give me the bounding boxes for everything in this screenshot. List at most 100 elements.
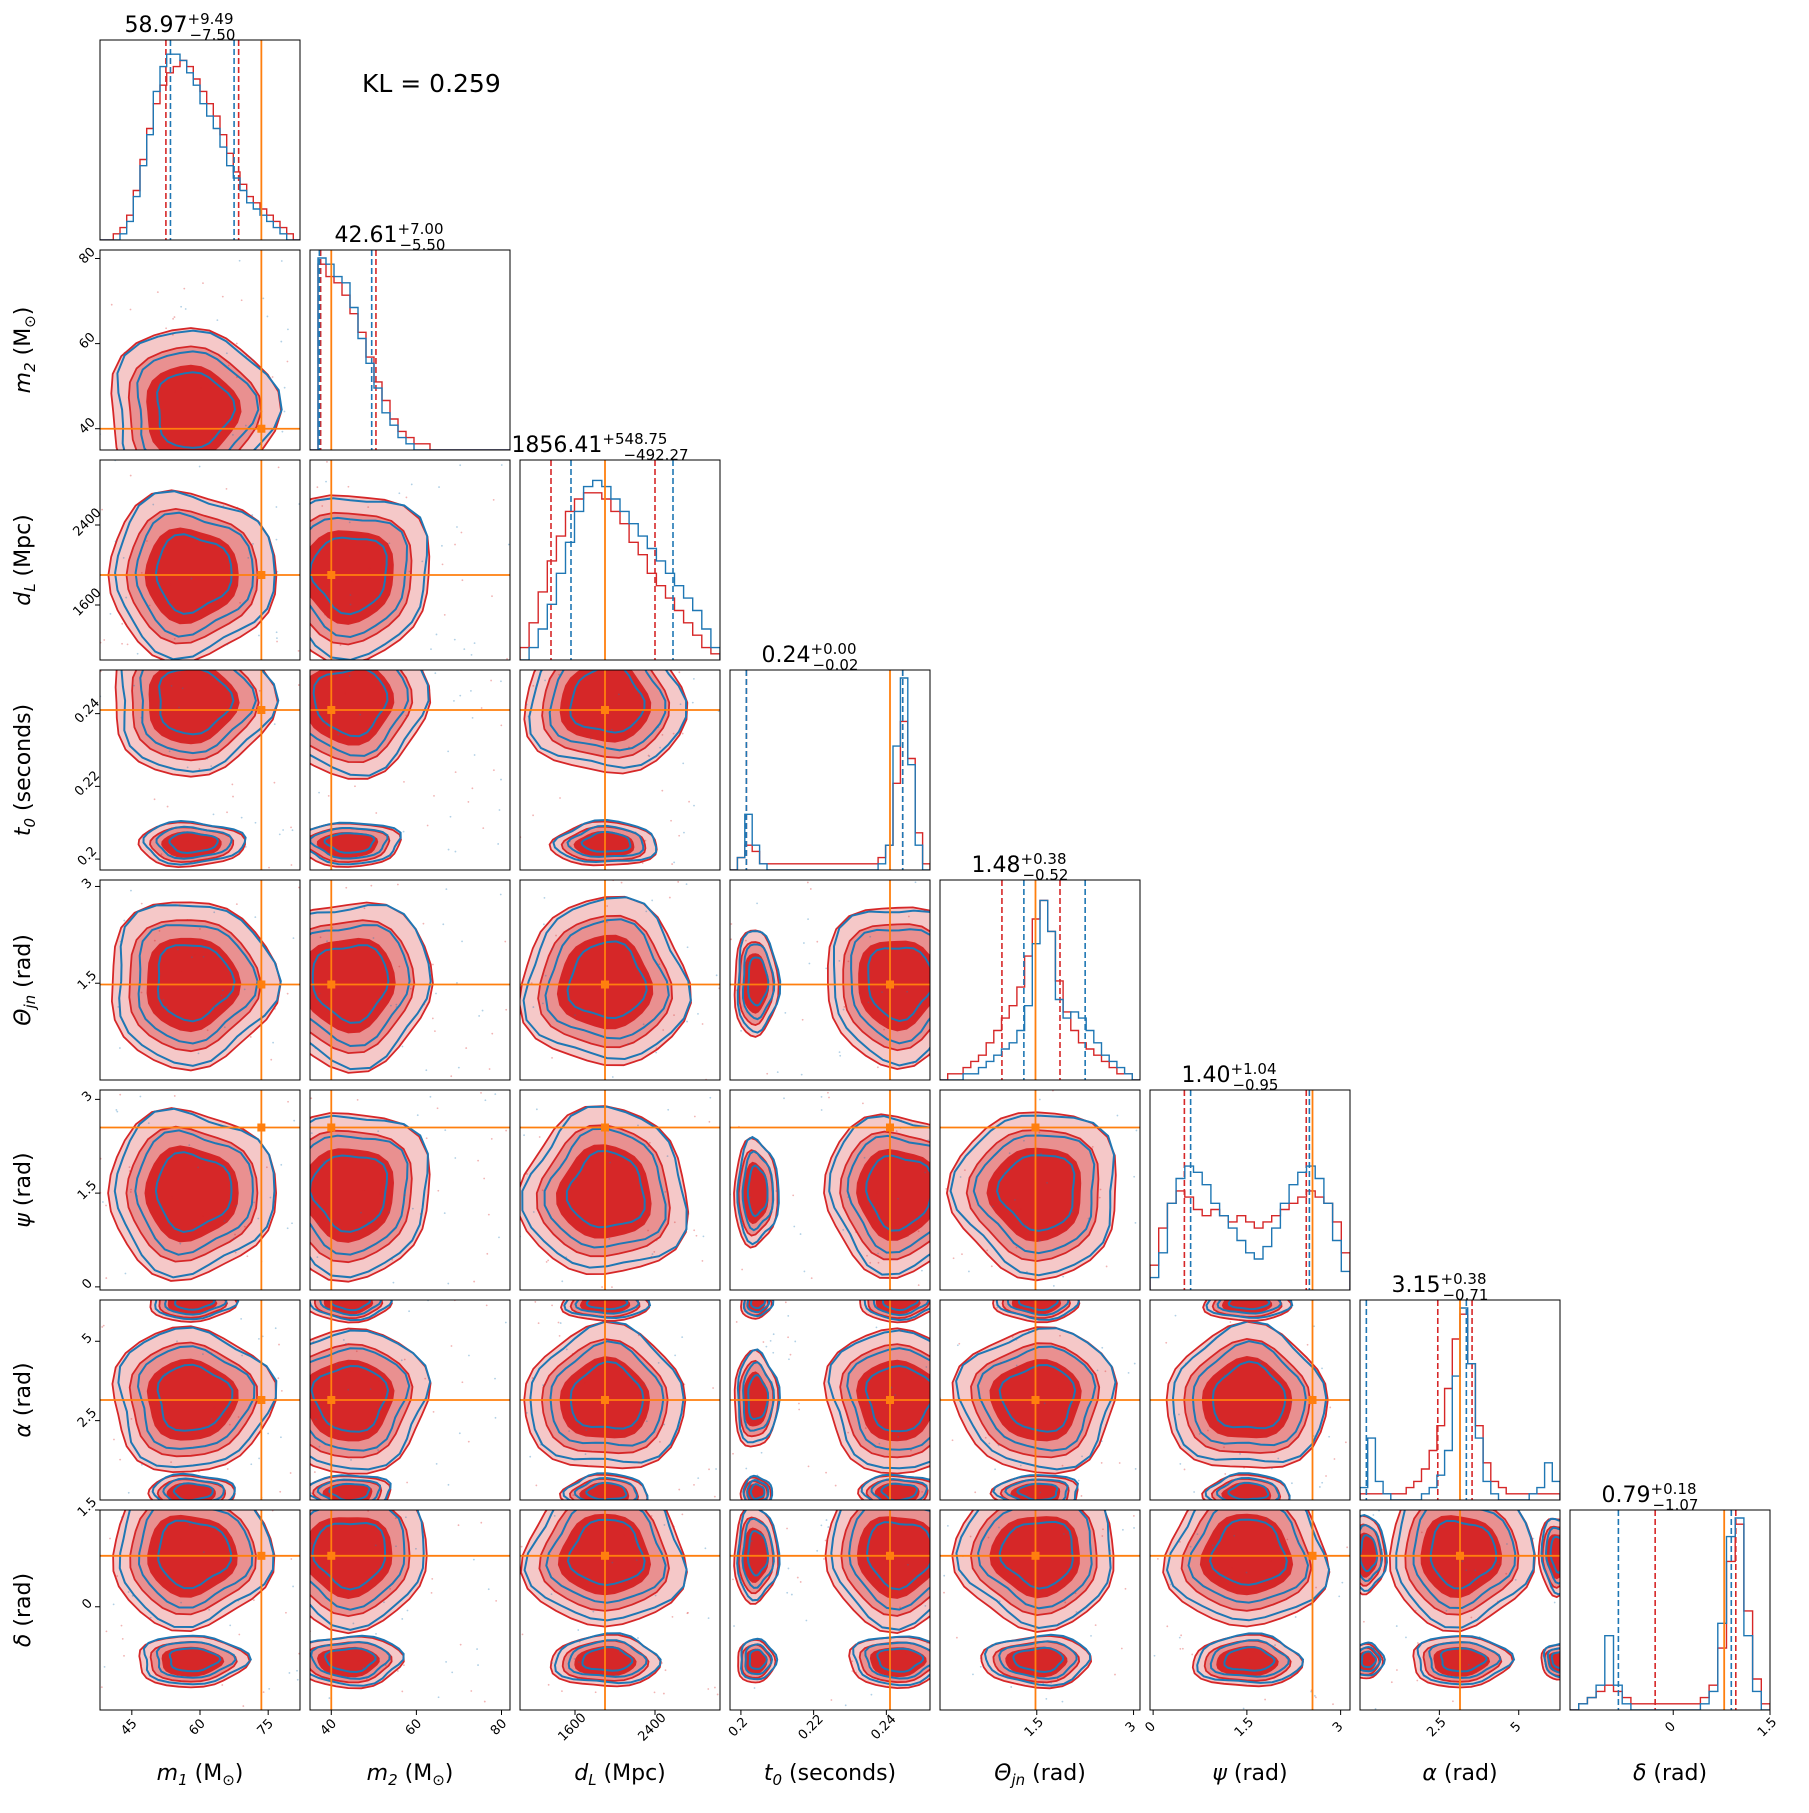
sample-point (169, 583, 172, 586)
sample-point (799, 1581, 802, 1583)
axis-label-unit: (Mpc) (597, 1761, 666, 1786)
sample-point (838, 959, 841, 962)
sample-point (591, 1009, 594, 1012)
contour-b (955, 1327, 1117, 1471)
sample-point (422, 922, 425, 925)
contour-b (156, 944, 236, 1023)
sample-point (247, 556, 250, 559)
sample-point (927, 1139, 930, 1142)
sample-point (1174, 1314, 1177, 1317)
contour-b (864, 1641, 930, 1680)
sample-point (1297, 1540, 1300, 1543)
sample-point (686, 1612, 689, 1615)
contour-b (750, 1300, 767, 1310)
y-tick-label-m2: 80 (76, 245, 98, 267)
sample-point (266, 315, 269, 318)
sample-point (370, 884, 373, 887)
sample-point (140, 991, 143, 994)
sample-point (432, 963, 434, 966)
sample-point (262, 1691, 265, 1694)
sample-point (140, 1463, 143, 1466)
contour-b (949, 1114, 1116, 1277)
panel-frame (939, 1509, 1141, 1711)
sample-point (123, 351, 126, 354)
sample-point (206, 1029, 209, 1032)
histogram-delta-b (1570, 1517, 1770, 1710)
sample-point (296, 1678, 299, 1681)
panel-frame (99, 39, 301, 241)
sample-point (1099, 1188, 1102, 1191)
sample-point (130, 889, 132, 892)
sample-point (668, 896, 671, 899)
sample-point (877, 1519, 880, 1522)
sample-point (184, 308, 187, 310)
y-tick-label-t0: 0.22 (72, 768, 103, 799)
sample-point (394, 1517, 397, 1520)
sample-point (124, 1272, 127, 1275)
sample-point (1008, 1152, 1011, 1155)
sample-point (881, 991, 883, 994)
sample-point (328, 1476, 330, 1479)
sample-point (384, 1664, 387, 1667)
sample-point (732, 1452, 734, 1455)
contour-b (1191, 1340, 1307, 1447)
summary-minus: −5.50 (399, 236, 445, 254)
panel-t0-m1: 0.20.220.24 (72, 669, 301, 871)
sample-point (899, 1330, 902, 1332)
sample-point (277, 995, 280, 997)
sample-point (316, 486, 319, 489)
contour-b (860, 1473, 930, 1500)
sample-point (1181, 1647, 1184, 1650)
sample-point (225, 352, 228, 355)
contour-b (154, 533, 233, 615)
sample-point (863, 1156, 866, 1159)
sample-point (352, 1622, 355, 1625)
axis-label-main: d (11, 591, 36, 606)
sample-point (1018, 1490, 1021, 1493)
sample-point (290, 1558, 293, 1560)
contour-a (875, 1300, 921, 1315)
sample-point (1015, 1364, 1018, 1367)
sample-point (1166, 1625, 1169, 1628)
sample-point (875, 1326, 878, 1329)
sample-point (337, 733, 340, 736)
contour-b (1412, 1510, 1517, 1610)
panel-alpha-dL (519, 1299, 721, 1501)
sample-point (637, 1461, 640, 1464)
sample-point (105, 1204, 107, 1207)
sample-point (620, 881, 623, 884)
sample-point (222, 505, 225, 508)
sample-point (347, 1388, 350, 1391)
sample-point (820, 1095, 823, 1098)
sample-point (994, 1468, 997, 1471)
x-tick-label-dL: 1600 (556, 1711, 590, 1745)
contour-b (549, 1340, 665, 1447)
sample-point (943, 1574, 946, 1577)
sample-point (766, 1072, 769, 1075)
contour-b (310, 1510, 406, 1611)
sample-point (279, 1490, 282, 1493)
sample-point (713, 1495, 716, 1498)
sample-point (362, 1666, 365, 1669)
sample-point (278, 833, 281, 836)
sample-point (415, 1547, 417, 1550)
sample-point (442, 923, 445, 926)
x-tick-label-m1: 60 (186, 1716, 208, 1738)
sample-point (235, 1204, 237, 1207)
sample-point (543, 896, 546, 899)
sample-point (735, 989, 738, 992)
panel-thetajn-thetajn: 1.48+0.38 −0.52 (939, 850, 1141, 1081)
y-tick-label-psi: 3 (79, 1089, 95, 1105)
panel-thetajn-m1: 1.53 (75, 876, 301, 1081)
sample-point (121, 622, 124, 625)
sample-point (100, 1686, 103, 1688)
contour-b (173, 1300, 216, 1311)
sample-point (855, 1231, 857, 1233)
axis-label-unit-sub: ⊙ (21, 315, 39, 328)
sample-point (1066, 1496, 1069, 1499)
panel-frame (99, 879, 301, 1081)
panel-t0-t0: 0.24+0.00 −0.02 (729, 640, 931, 871)
sample-point (470, 653, 473, 656)
axis-label-sub: 1 (178, 1771, 188, 1789)
sample-point (1420, 1531, 1423, 1534)
